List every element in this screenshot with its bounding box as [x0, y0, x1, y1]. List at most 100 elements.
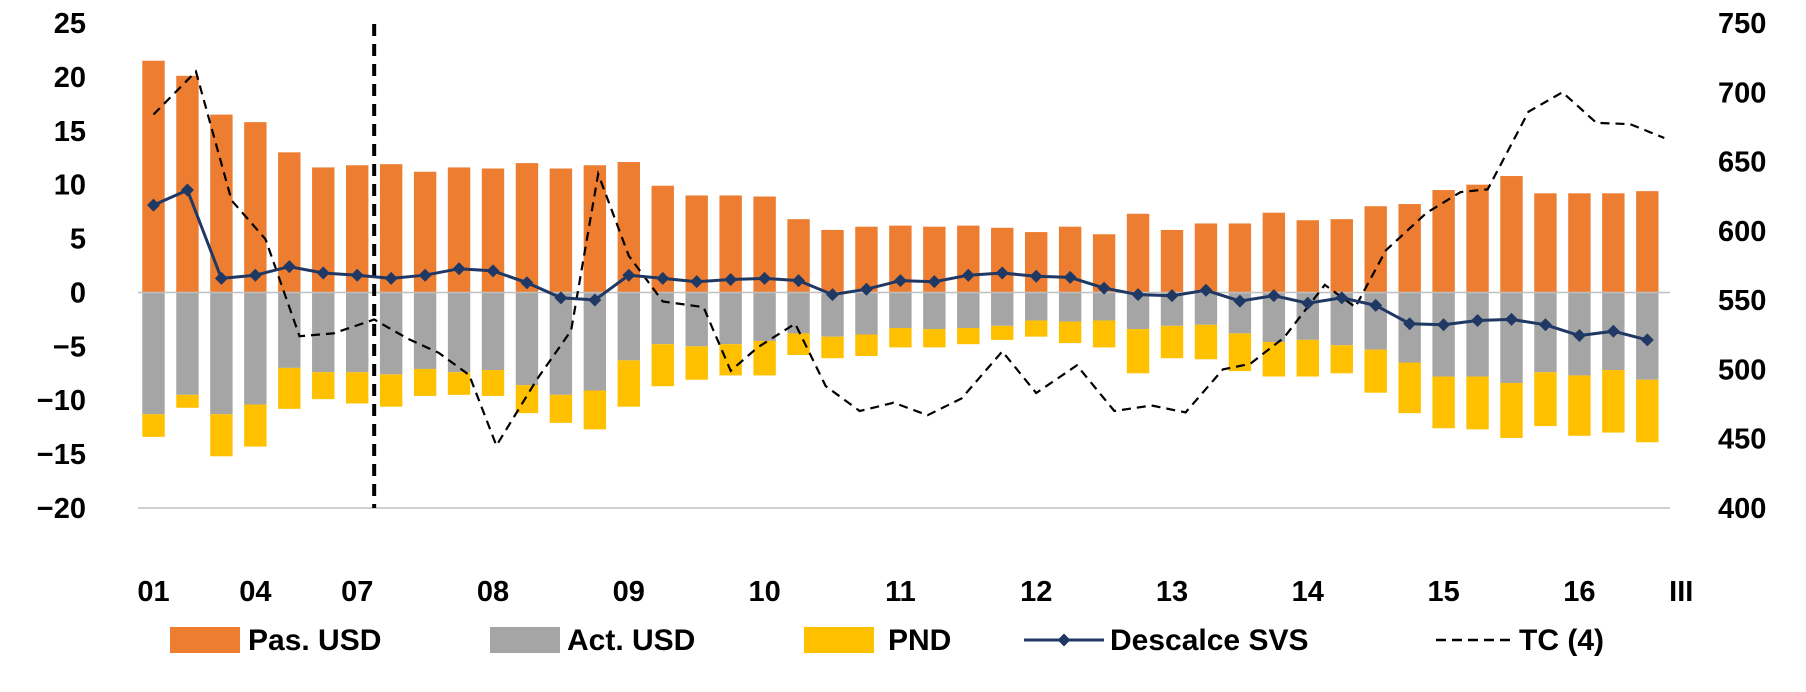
x-tick-label: III [1669, 576, 1693, 608]
descalce-point [724, 273, 738, 287]
descalce-point [1131, 288, 1145, 302]
x-tick-label: 11 [885, 576, 916, 608]
y2-tick-label: 500 [1718, 354, 1766, 386]
descalce-point [927, 275, 941, 289]
bar-act-usd [889, 292, 912, 329]
legend-label: PND [888, 624, 951, 657]
descalce-point [452, 262, 466, 276]
descalce-point [554, 291, 568, 305]
bar-act-usd [142, 292, 165, 415]
bar-pnd [651, 344, 674, 387]
descalce-point [1572, 329, 1586, 343]
bar-pnd [1364, 349, 1387, 393]
bar-act-usd [719, 292, 742, 345]
bar-pas-usd [651, 185, 674, 293]
descalce-point [758, 271, 772, 285]
bar-act-usd [1432, 292, 1455, 377]
bars-layer [142, 60, 1659, 457]
bar-act-usd [821, 292, 844, 337]
bar-pas-usd [1398, 204, 1421, 293]
bar-act-usd [651, 292, 674, 345]
y2-tick-label: 700 [1718, 77, 1766, 109]
tick-labels-layer: 25 20 15 10 5 0 −5 −10 −15 −20 750 700 650 600 550 500 4… [37, 8, 1767, 608]
bar-pnd [481, 370, 505, 396]
tc-dashed-line [152, 69, 1665, 449]
bar-pnd [991, 325, 1014, 340]
bar-pnd [1466, 376, 1489, 430]
x-tick-label: 07 [341, 576, 373, 608]
bar-act-usd [1500, 292, 1523, 383]
descalce-point [1640, 333, 1654, 347]
descalce-point [1505, 312, 1518, 326]
bar-pas-usd [1025, 232, 1048, 293]
bar-pas-usd [1364, 206, 1387, 293]
bar-pnd [346, 372, 369, 404]
bar-act-usd [447, 292, 471, 373]
bar-pas-usd [1330, 219, 1353, 293]
bar-pas-usd [447, 167, 471, 293]
legend-swatch [170, 627, 240, 653]
legend-swatch [804, 627, 874, 653]
bar-act-usd [1092, 292, 1116, 321]
descalce-point [1335, 291, 1349, 305]
bar-pnd [753, 340, 776, 376]
descalce-point [1471, 313, 1485, 327]
y-tick-label: 25 [54, 8, 86, 40]
bar-pas-usd [142, 60, 165, 293]
bar-pnd [1330, 345, 1353, 374]
bar-pnd [413, 368, 437, 396]
bar-act-usd [278, 292, 301, 368]
legend-label: Pas. USD [248, 624, 381, 657]
bar-pas-usd [1262, 212, 1286, 293]
descalce-point [1199, 283, 1213, 297]
descalce-point [282, 260, 296, 274]
bar-act-usd [923, 292, 946, 330]
descalce-point [1301, 296, 1315, 310]
bar-act-usd [1126, 292, 1150, 330]
bar-pas-usd [1126, 213, 1150, 293]
bar-act-usd [855, 292, 878, 335]
bar-pas-usd [957, 225, 980, 293]
bar-pnd [1568, 375, 1591, 436]
bar-pnd [1602, 370, 1625, 433]
lines-layer [147, 69, 1665, 449]
bar-pnd [210, 414, 233, 457]
bar-pas-usd [413, 171, 437, 293]
y2-tick-label: 600 [1718, 216, 1766, 248]
descalce-point [1403, 317, 1417, 331]
y-tick-label: −10 [37, 385, 86, 417]
bar-pas-usd [1432, 190, 1455, 293]
x-tick-label: 10 [748, 576, 780, 608]
bar-act-usd [957, 292, 980, 329]
bar-pas-usd [889, 225, 912, 293]
descalce-point [316, 266, 330, 280]
bar-act-usd [617, 292, 640, 361]
descalce-point [1538, 318, 1552, 332]
bar-pas-usd [991, 227, 1014, 293]
y-tick-label: 5 [70, 224, 86, 256]
bar-pas-usd [787, 219, 810, 293]
bar-pnd [244, 404, 267, 447]
bar-pnd [447, 372, 471, 395]
y-tick-label: −5 [53, 331, 86, 363]
descalce-point [690, 275, 704, 289]
bar-pnd [957, 328, 980, 345]
x-tick-label: 16 [1563, 576, 1595, 608]
descalce-point [656, 271, 670, 285]
bar-act-usd [346, 292, 369, 373]
bar-act-usd [413, 292, 437, 369]
bar-act-usd [1466, 292, 1489, 377]
bar-pnd [923, 329, 946, 348]
bar-pas-usd [617, 162, 640, 293]
y-tick-label: −20 [37, 493, 86, 525]
bar-pnd [1296, 339, 1319, 377]
bar-pas-usd [1228, 223, 1252, 293]
y-tick-label: 20 [54, 62, 86, 94]
bar-pnd [583, 390, 607, 430]
bar-pas-usd [312, 167, 335, 293]
bar-act-usd [1228, 292, 1252, 334]
bar-act-usd [210, 292, 233, 415]
descalce-point [893, 274, 907, 288]
descalce-point [995, 266, 1009, 280]
bar-act-usd [515, 292, 539, 386]
